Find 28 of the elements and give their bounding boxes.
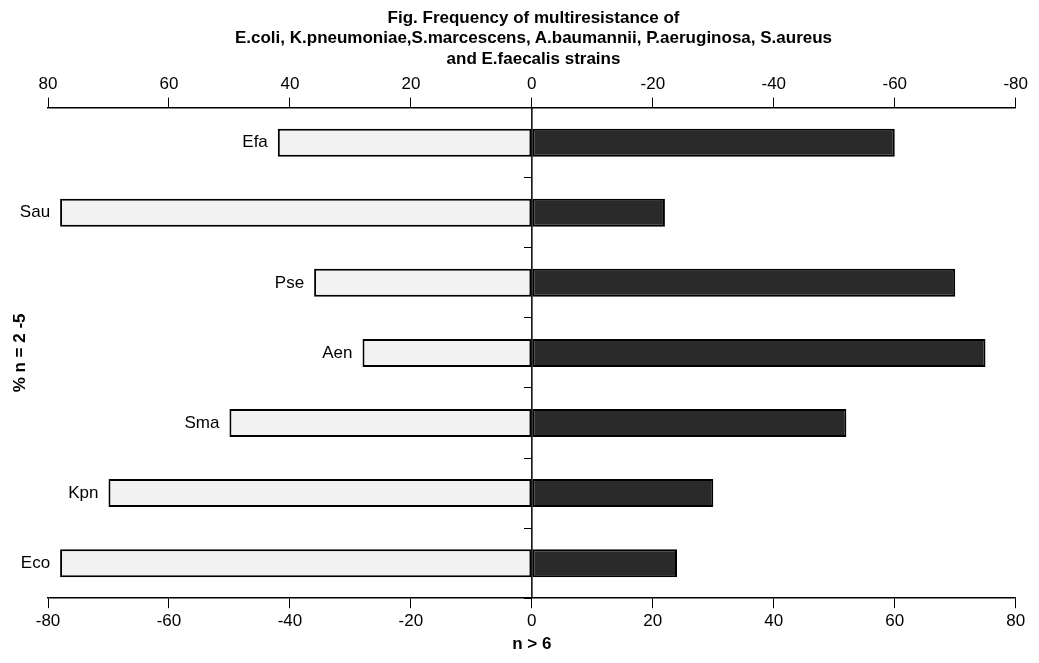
x2-tick-label: 60 bbox=[159, 74, 179, 94]
y-tick-label: Eco bbox=[20, 552, 51, 572]
y-tick-label: Sau bbox=[19, 202, 51, 222]
x-tick-label: -40 bbox=[277, 611, 303, 631]
y-tick-label: Efa bbox=[242, 132, 269, 152]
x-tick-label: 0 bbox=[527, 611, 537, 631]
x-tick-label: 40 bbox=[764, 611, 784, 631]
x2-tick-label: 40 bbox=[280, 74, 300, 94]
x-tick-label: 80 bbox=[1006, 611, 1026, 631]
x-axis-title: n > 6 bbox=[512, 634, 552, 654]
y-tick-label: Pse bbox=[274, 272, 305, 292]
y-axis-title: % n = 2 -5 bbox=[10, 313, 30, 393]
y-tick-label: Sma bbox=[184, 412, 220, 432]
x2-tick-label: -80 bbox=[1003, 74, 1028, 94]
x2-tick-label: 0 bbox=[527, 74, 537, 94]
x2-tick-label: -20 bbox=[640, 74, 666, 94]
x2-tick-label: -40 bbox=[761, 74, 787, 94]
x-tick-label: 20 bbox=[643, 611, 663, 631]
x-tick-label: 60 bbox=[885, 611, 905, 631]
x2-tick-label: 20 bbox=[401, 74, 421, 94]
y-tick-label: Kpn bbox=[68, 482, 99, 502]
x-tick-label: -80 bbox=[35, 611, 61, 631]
x-tick-label: -20 bbox=[398, 611, 424, 631]
x-tick-label: -60 bbox=[156, 611, 182, 631]
x2-tick-label: 80 bbox=[38, 74, 58, 94]
x2-tick-label: -60 bbox=[882, 74, 908, 94]
y-tick-label: Aen bbox=[322, 342, 353, 362]
chart-title: Fig. Frequency of multiresistance of E.coli, K.pneumoniae,S.marcescens, A.baumannii, P.aeruginosa, S.aureus and E.faecalis strains bbox=[234, 7, 833, 68]
